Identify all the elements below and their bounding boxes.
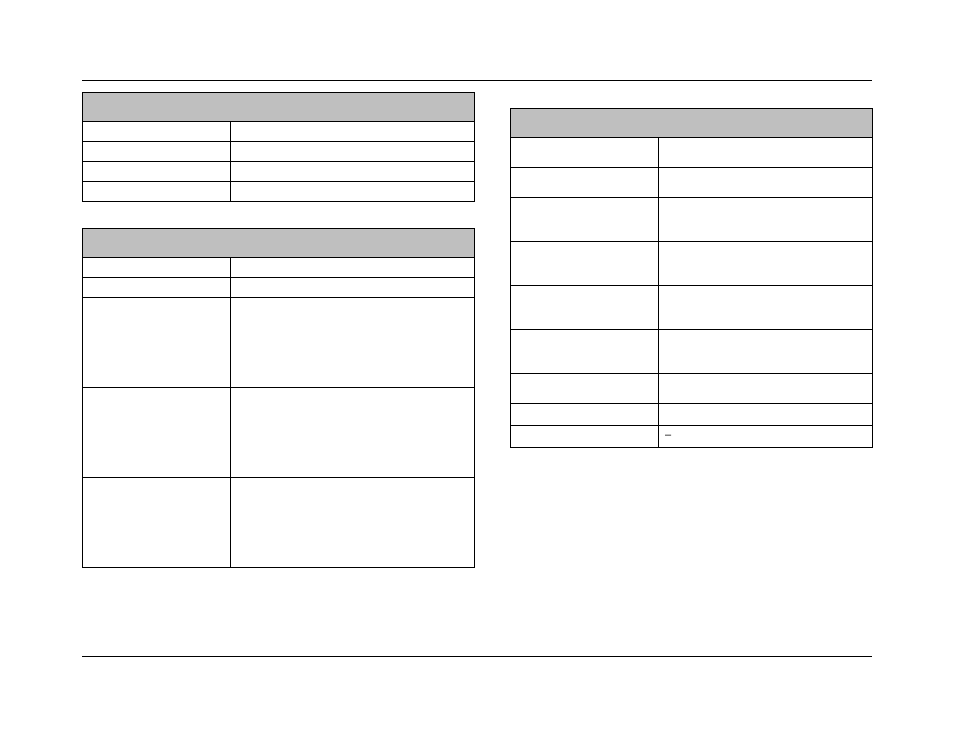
divider-bottom	[82, 656, 872, 657]
table-cell	[511, 426, 659, 448]
table-cell	[659, 330, 873, 374]
table-3-header	[511, 109, 873, 138]
table-cell	[83, 478, 231, 568]
table-cell	[231, 142, 475, 162]
table-cell	[511, 168, 659, 198]
table-cell	[659, 242, 873, 286]
table-cell	[511, 138, 659, 168]
table-1-header	[83, 93, 475, 122]
table-cell	[83, 162, 231, 182]
table-cell	[83, 298, 231, 388]
table-3: –	[510, 108, 873, 448]
table-cell: –	[659, 426, 873, 448]
table-cell	[659, 404, 873, 426]
table-cell	[511, 198, 659, 242]
table-2-header	[83, 229, 475, 258]
table-cell	[83, 388, 231, 478]
table-cell	[659, 138, 873, 168]
table-cell	[659, 374, 873, 404]
table-cell	[83, 142, 231, 162]
table-cell	[511, 404, 659, 426]
page: { "layout": { "page_width_px": 954, "pag…	[0, 0, 954, 738]
table-cell	[231, 298, 475, 388]
table-1	[82, 92, 475, 202]
table-cell	[511, 286, 659, 330]
table-cell	[83, 182, 231, 202]
table-cell	[659, 286, 873, 330]
table-cell	[231, 258, 475, 278]
table-cell	[231, 478, 475, 568]
table-cell	[511, 374, 659, 404]
table-cell	[231, 122, 475, 142]
table-cell	[659, 168, 873, 198]
table-cell	[83, 122, 231, 142]
divider-top	[82, 80, 872, 81]
table-cell	[659, 198, 873, 242]
table-cell	[231, 162, 475, 182]
table-cell	[231, 182, 475, 202]
table-2	[82, 228, 475, 568]
table-cell	[83, 258, 231, 278]
table-cell	[511, 242, 659, 286]
table-cell	[511, 330, 659, 374]
table-cell	[83, 278, 231, 298]
table-cell	[231, 278, 475, 298]
table-cell	[231, 388, 475, 478]
